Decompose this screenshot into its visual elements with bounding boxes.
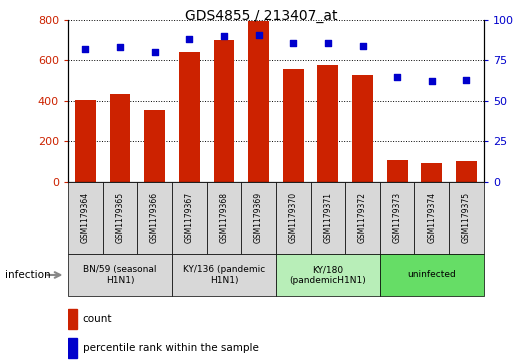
- Bar: [241, 182, 276, 254]
- Bar: [103, 182, 137, 254]
- Point: [254, 32, 263, 37]
- Text: GSM1179371: GSM1179371: [323, 192, 332, 243]
- Point: [185, 36, 194, 42]
- Point: [428, 78, 436, 84]
- Bar: [207, 182, 241, 254]
- Text: percentile rank within the sample: percentile rank within the sample: [83, 343, 258, 353]
- Point: [289, 40, 298, 45]
- Text: GSM1179364: GSM1179364: [81, 192, 90, 243]
- Bar: [380, 254, 484, 296]
- Text: GSM1179367: GSM1179367: [185, 192, 194, 243]
- Bar: [345, 182, 380, 254]
- Text: KY/180
(pandemicH1N1): KY/180 (pandemicH1N1): [290, 265, 366, 285]
- Bar: [422, 163, 442, 182]
- Text: KY/136 (pandemic
H1N1): KY/136 (pandemic H1N1): [183, 265, 265, 285]
- Text: GSM1179368: GSM1179368: [220, 192, 229, 243]
- Text: GSM1179373: GSM1179373: [393, 192, 402, 243]
- Bar: [414, 182, 449, 254]
- Text: BN/59 (seasonal
H1N1): BN/59 (seasonal H1N1): [83, 265, 157, 285]
- Bar: [213, 40, 234, 182]
- Bar: [248, 21, 269, 182]
- Text: GSM1179365: GSM1179365: [116, 192, 124, 243]
- Bar: [311, 182, 345, 254]
- Bar: [276, 182, 311, 254]
- Text: GSM1179372: GSM1179372: [358, 192, 367, 243]
- Text: GDS4855 / 213407_at: GDS4855 / 213407_at: [185, 9, 338, 23]
- Bar: [380, 182, 414, 254]
- Point: [358, 43, 367, 49]
- Text: GSM1179374: GSM1179374: [427, 192, 436, 243]
- Bar: [449, 182, 484, 254]
- Bar: [456, 161, 477, 182]
- Text: GSM1179369: GSM1179369: [254, 192, 263, 243]
- Point: [81, 46, 89, 52]
- Bar: [317, 65, 338, 182]
- Text: uninfected: uninfected: [407, 270, 456, 280]
- Bar: [172, 182, 207, 254]
- Bar: [276, 254, 380, 296]
- Text: GSM1179375: GSM1179375: [462, 192, 471, 243]
- Bar: [172, 254, 276, 296]
- Bar: [144, 110, 165, 182]
- Text: GSM1179366: GSM1179366: [150, 192, 159, 243]
- Point: [462, 77, 471, 83]
- Bar: [137, 182, 172, 254]
- Bar: [179, 52, 200, 181]
- Bar: [68, 338, 77, 358]
- Bar: [387, 160, 407, 182]
- Bar: [75, 100, 96, 182]
- Bar: [68, 254, 172, 296]
- Text: GSM1179370: GSM1179370: [289, 192, 298, 243]
- Bar: [68, 182, 103, 254]
- Point: [393, 74, 401, 79]
- Text: infection: infection: [5, 270, 51, 280]
- Point: [220, 33, 228, 39]
- Bar: [68, 309, 77, 329]
- Bar: [110, 94, 130, 182]
- Point: [151, 49, 159, 55]
- Bar: [283, 69, 303, 182]
- Point: [324, 40, 332, 45]
- Text: count: count: [83, 314, 112, 324]
- Bar: [352, 76, 373, 182]
- Point: [116, 45, 124, 50]
